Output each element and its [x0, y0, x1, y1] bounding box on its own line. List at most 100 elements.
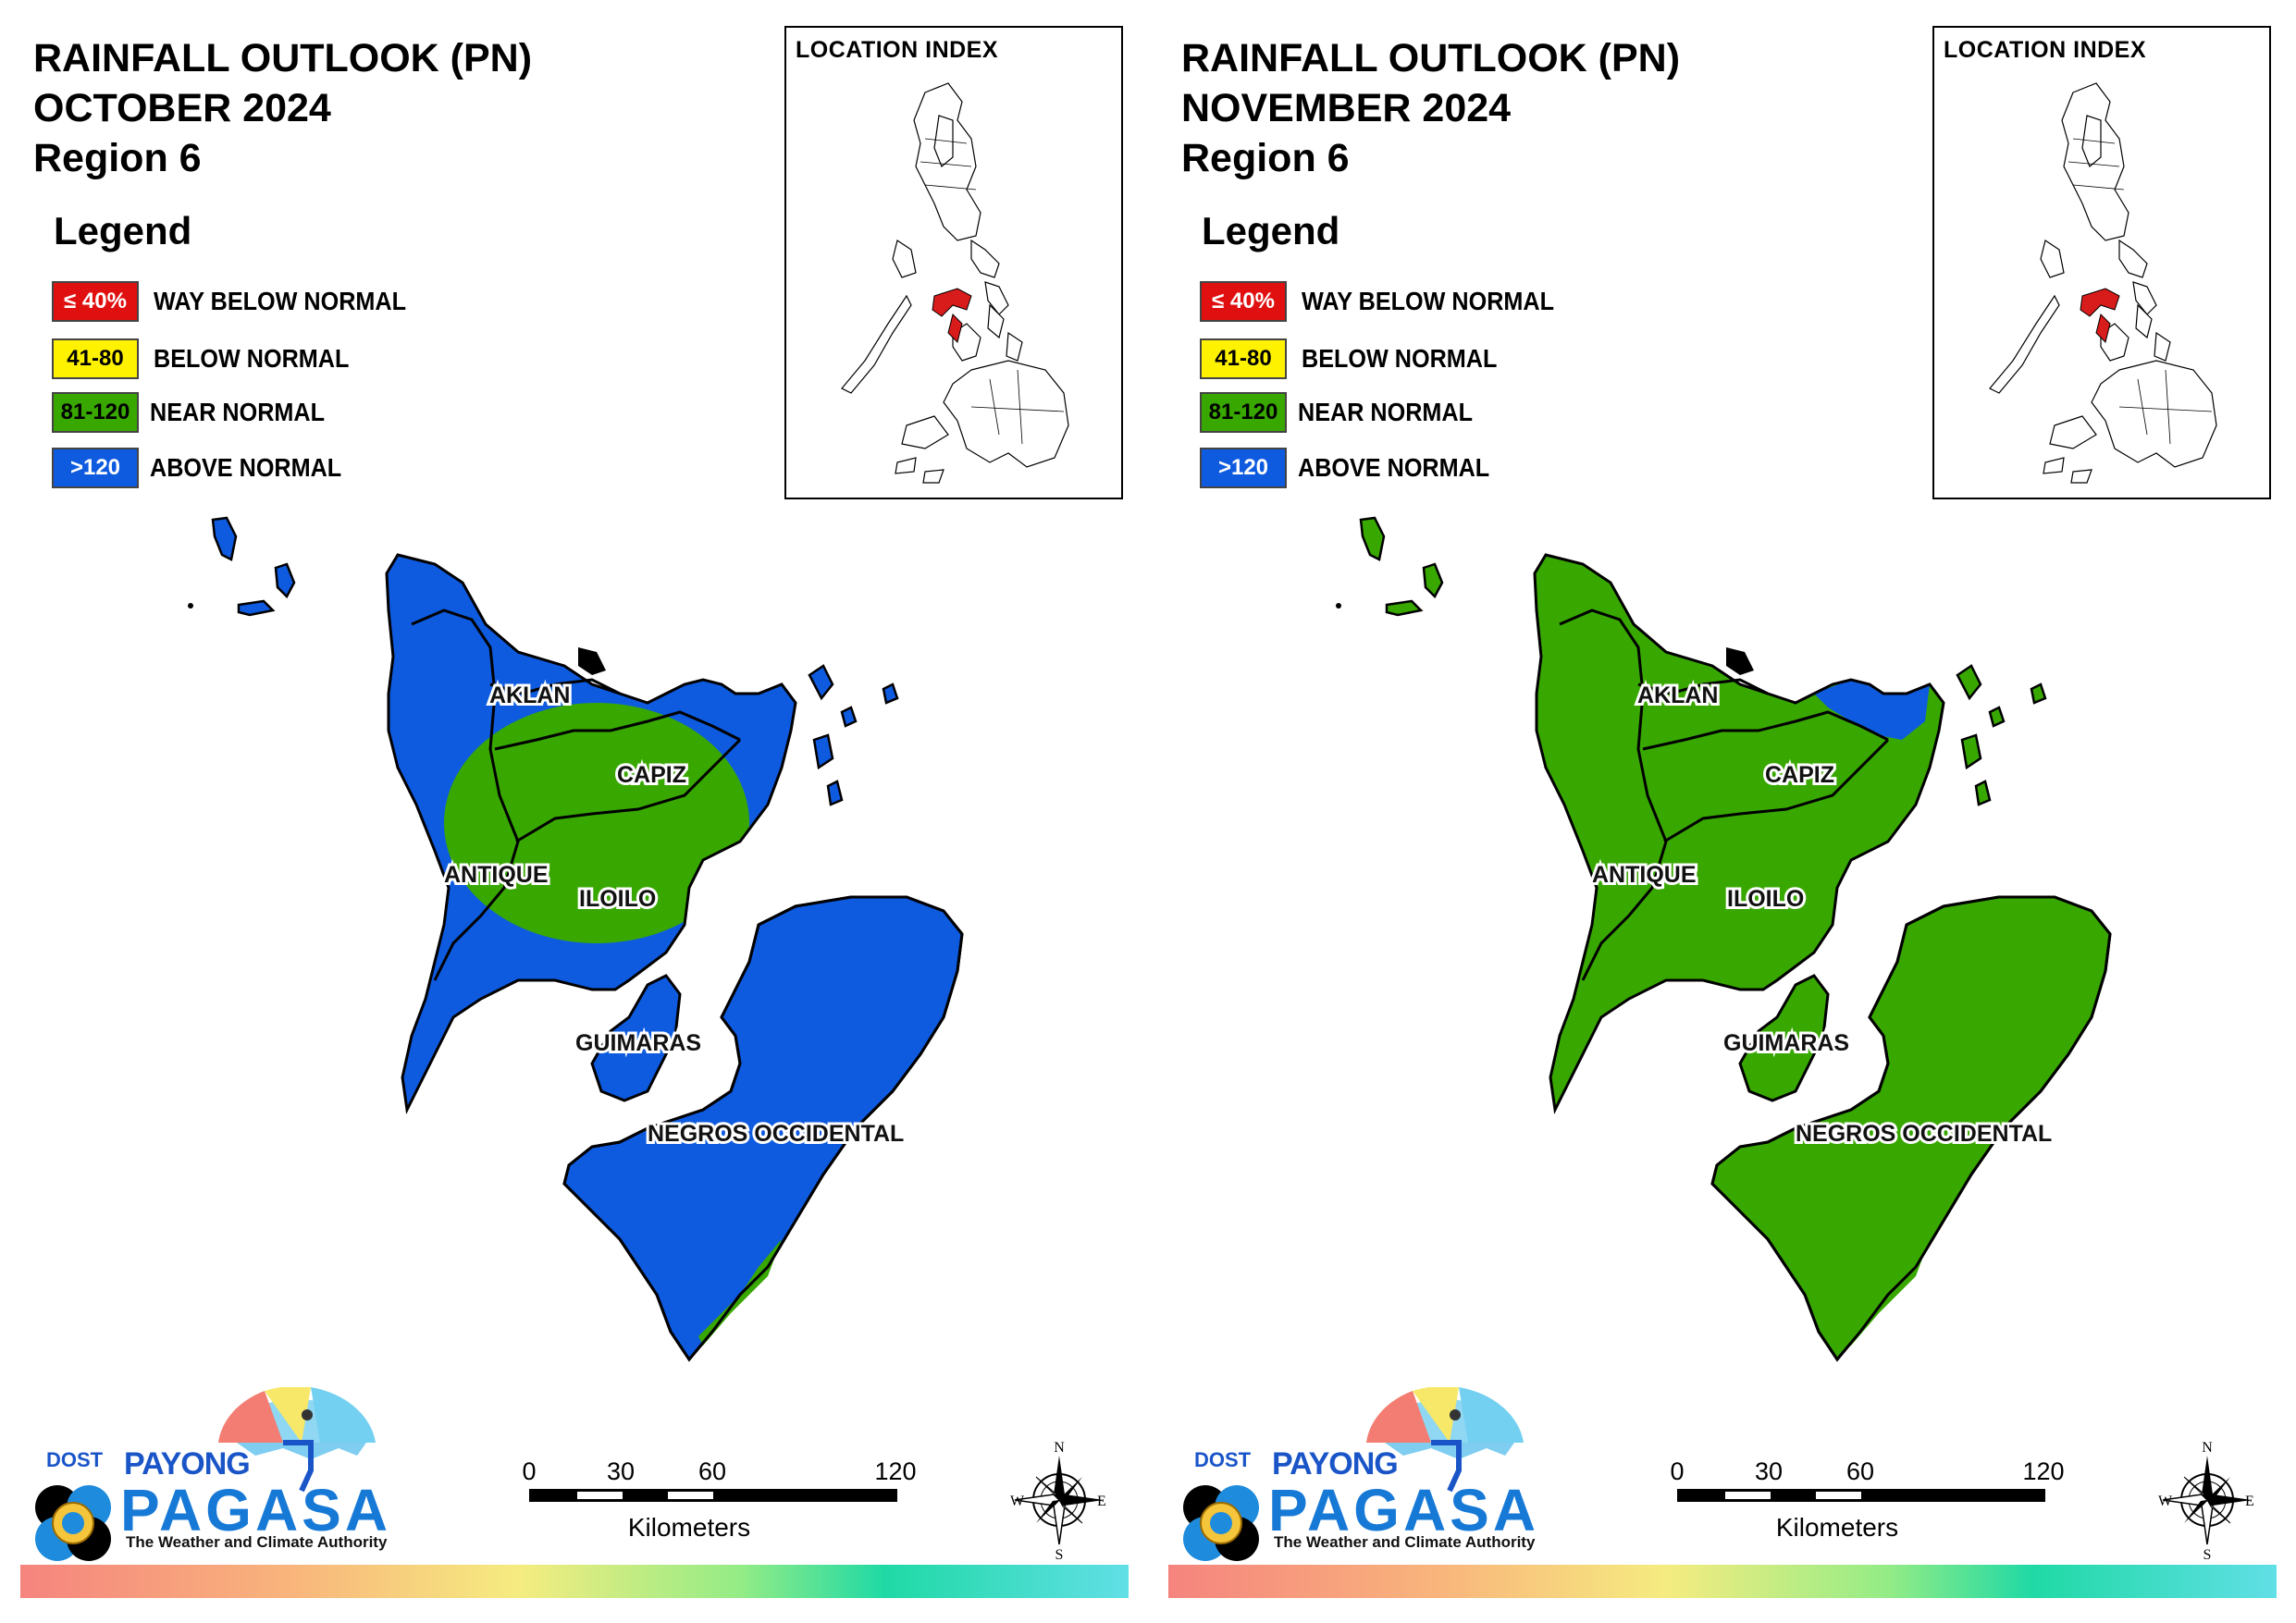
legend-swatch: 41-80: [1200, 338, 1287, 379]
legend-swatch: ≤ 40%: [1200, 281, 1287, 322]
scale-tick: 120: [874, 1457, 917, 1485]
scale-tick: 30: [606, 1457, 636, 1485]
footer-gradient-bar: [1168, 1565, 2277, 1598]
legend-label: ABOVE NORMAL: [1298, 453, 1490, 482]
philippines-outline: [841, 82, 1069, 484]
title-line-1: RAINFALL OUTLOOK (PN): [1181, 36, 1681, 80]
province-label-guimaras: GUIMARAS: [575, 1030, 701, 1056]
legend-heading: Legend: [54, 209, 192, 252]
province-label-aklan: AKLAN: [1637, 682, 1719, 708]
logo-payong: PAYONG: [1272, 1446, 1399, 1482]
region6-highlight: [932, 288, 972, 317]
scale-bar: 0 30 60 120 Kilometers: [518, 1457, 916, 1543]
province-label-capiz: CAPIZ: [1765, 762, 1834, 788]
panay-island: [1533, 553, 1945, 1114]
province-label-iloilo: ILOILO: [1727, 886, 1804, 912]
compass-e: E: [1097, 1494, 1106, 1509]
scale-bar-graphic: [529, 1489, 897, 1502]
footer-gradient-bar: [20, 1565, 1129, 1598]
logo-pagasa: PAGASA: [1268, 1477, 1540, 1543]
negros-occidental: [562, 895, 964, 1362]
scale-bar-graphic: [1677, 1489, 2045, 1502]
province-label-aklan: AKLAN: [489, 682, 571, 708]
legend-swatch: ≤ 40%: [52, 281, 139, 322]
region6-rainfall-map: AKLAN CAPIZ ANTIQUE ILOILO GUIMARAS NEGR…: [1336, 516, 2112, 1362]
panel-november: RAINFALL OUTLOOK (PN) NOVEMBER 2024 Regi…: [1148, 0, 2296, 1623]
location-index-title: LOCATION INDEX: [796, 37, 999, 63]
logo-tagline: The Weather and Climate Authority: [126, 1533, 388, 1551]
compass-rose-icon: N S W E: [1010, 1441, 1106, 1561]
guimaras-island: [590, 974, 682, 1102]
compass-n: N: [2202, 1441, 2213, 1456]
panay-island: [385, 553, 797, 1114]
legend-label: WAY BELOW NORMAL: [1302, 287, 1555, 315]
legend-item-near: 81-120 NEAR NORMAL: [1200, 390, 1492, 435]
umbrella-logo-icon: [1183, 1387, 1524, 1561]
pagasa-logo: DOST PAYONG PAGASA The Weather and Clima…: [1181, 1387, 1551, 1563]
legend: Legend ≤ 40% WAY BELOW NORMAL 41-80 BELO…: [1200, 209, 1554, 488]
compass-s: S: [1055, 1547, 1064, 1561]
legend-swatch: 41-80: [52, 338, 139, 379]
scale-unit: Kilometers: [1775, 1513, 1899, 1542]
province-label-antique: ANTIQUE: [1592, 862, 1697, 888]
scale-bar: 0 30 60 120 Kilometers: [1666, 1457, 2064, 1543]
logo-tagline: The Weather and Climate Authority: [1274, 1533, 1536, 1551]
umbrella-logo-icon: [35, 1387, 376, 1561]
location-index-map: LOCATION INDEX: [1932, 26, 2271, 499]
scale-tick: 60: [1845, 1457, 1875, 1485]
negros-occidental: [1710, 895, 2112, 1362]
legend-swatch: 81-120: [52, 392, 139, 433]
province-label-capiz: CAPIZ: [617, 762, 686, 788]
logo-pagasa: PAGASA: [120, 1477, 392, 1543]
legend-item-below: 41-80 BELOW NORMAL: [1200, 337, 1519, 381]
legend-label: ABOVE NORMAL: [150, 453, 342, 482]
logo-payong: PAYONG: [124, 1446, 251, 1482]
philippines-outline: [1989, 82, 2217, 484]
logo-dost: DOST: [46, 1448, 104, 1471]
scale-tick: 30: [1754, 1457, 1784, 1485]
location-index-title: LOCATION INDEX: [1944, 37, 2147, 63]
legend-item-way-below: ≤ 40% WAY BELOW NORMAL: [52, 279, 434, 324]
province-label-negros-occidental: NEGROS OCCIDENTAL: [1796, 1121, 2052, 1147]
province-label-negros-occidental: NEGROS OCCIDENTAL: [648, 1121, 904, 1147]
compass-s: S: [2203, 1547, 2212, 1561]
province-label-guimaras: GUIMARAS: [1723, 1030, 1849, 1056]
compass-e: E: [2245, 1494, 2254, 1509]
compass-rose-icon: N S W E: [2158, 1441, 2254, 1561]
compass-n: N: [1054, 1441, 1065, 1456]
title-line-1: RAINFALL OUTLOOK (PN): [33, 36, 533, 80]
province-label-antique: ANTIQUE: [444, 862, 549, 888]
location-index-map: LOCATION INDEX: [784, 26, 1123, 499]
title-month: OCTOBER 2024: [33, 86, 331, 130]
legend-swatch: 81-120: [1200, 392, 1287, 433]
logo-dost: DOST: [1194, 1448, 1252, 1471]
compass-w: W: [1010, 1494, 1025, 1509]
legend-swatch: >120: [52, 448, 139, 488]
guimaras-island: [1738, 974, 1830, 1102]
region6-rainfall-map: AKLAN CAPIZ ANTIQUE ILOILO GUIMARAS NEGR…: [188, 516, 964, 1362]
legend-item-near: 81-120 NEAR NORMAL: [52, 390, 344, 435]
region6-highlight: [2080, 288, 2120, 317]
scale-ticks: 0 30 60 120: [1666, 1457, 2064, 1489]
legend-label: BELOW NORMAL: [154, 344, 350, 373]
scale-tick: 0: [522, 1457, 537, 1485]
title-region: Region 6: [1181, 136, 1350, 180]
legend-heading: Legend: [1202, 209, 1340, 252]
scale-tick: 120: [2022, 1457, 2065, 1485]
scale-tick: 0: [1670, 1457, 1685, 1485]
legend-label: NEAR NORMAL: [1298, 398, 1473, 426]
legend-label: NEAR NORMAL: [150, 398, 325, 426]
legend-swatch: >120: [1200, 448, 1287, 488]
legend-item-way-below: ≤ 40% WAY BELOW NORMAL: [1200, 279, 1582, 324]
title-region: Region 6: [33, 136, 202, 180]
title-month: NOVEMBER 2024: [1181, 86, 1512, 130]
scale-unit: Kilometers: [627, 1513, 751, 1542]
legend-item-above: >120 ABOVE NORMAL: [52, 446, 363, 490]
legend-label: BELOW NORMAL: [1302, 344, 1498, 373]
legend-item-below: 41-80 BELOW NORMAL: [52, 337, 371, 381]
legend-item-above: >120 ABOVE NORMAL: [1200, 446, 1511, 490]
outlook-title: RAINFALL OUTLOOK (PN) NOVEMBER 2024 Regi…: [1181, 33, 1680, 183]
pagasa-logo: DOST PAYONG PAGASA The Weather and Clima…: [33, 1387, 403, 1563]
compass-w: W: [2158, 1494, 2173, 1509]
scale-tick: 60: [697, 1457, 727, 1485]
